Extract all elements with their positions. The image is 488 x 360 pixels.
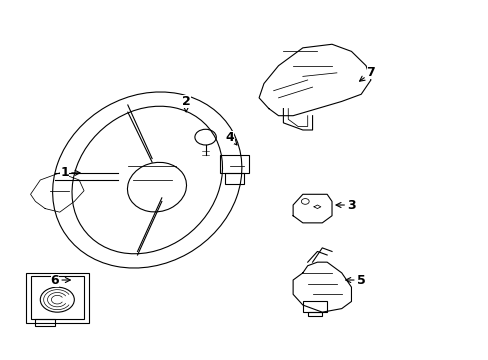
Bar	[302, 301, 326, 312]
Bar	[26, 273, 89, 323]
Text: 3: 3	[335, 198, 355, 212]
Text: 1: 1	[60, 166, 80, 179]
Text: 7: 7	[359, 66, 374, 81]
Text: 6: 6	[50, 274, 70, 287]
Bar	[30, 276, 84, 319]
Text: 5: 5	[345, 274, 365, 287]
Bar	[307, 312, 322, 316]
Text: 4: 4	[225, 131, 237, 145]
Bar	[35, 319, 55, 327]
Text: 2: 2	[182, 95, 190, 112]
Bar	[220, 155, 249, 173]
Bar	[224, 173, 244, 184]
